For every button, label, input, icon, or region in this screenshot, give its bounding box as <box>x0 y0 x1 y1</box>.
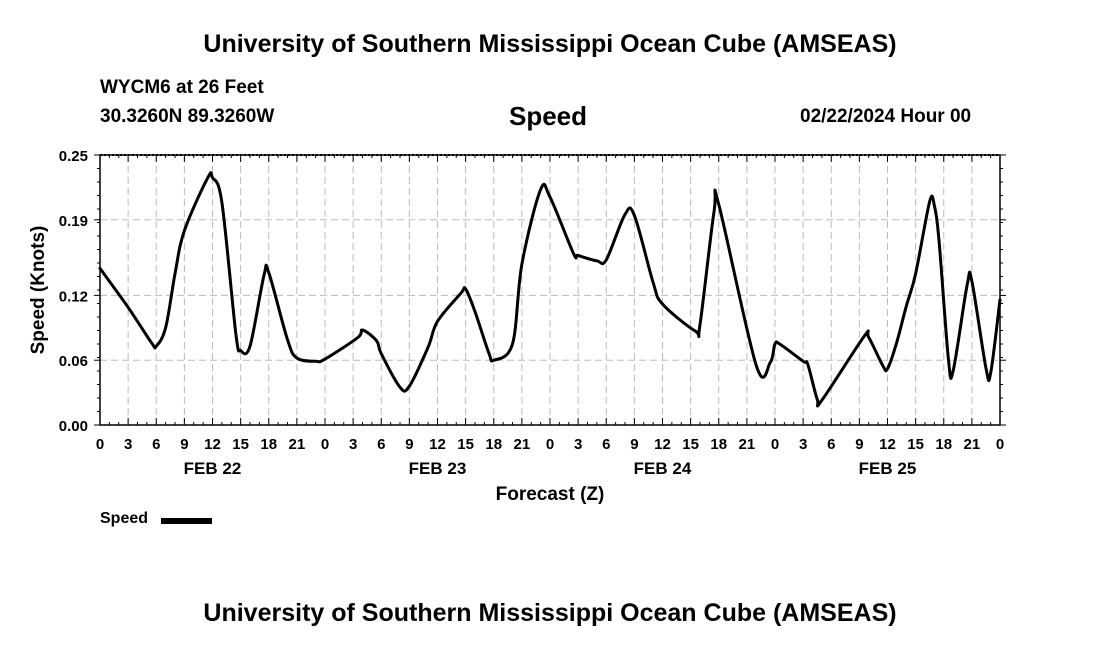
axes: 0 3 6 9 12 15 18 21 0 3 6 9 12 15 18 21 0 3 6 9 12 15 18 21 0 3 6 9… <box>59 148 1006 478</box>
x-tick-label: 15 <box>457 436 474 453</box>
x-tick-label: 15 <box>682 436 699 453</box>
day-label: FEB 25 <box>859 459 917 478</box>
forecast-date: 02/22/2024 Hour 00 <box>800 106 972 127</box>
x-tick-label: 21 <box>964 436 981 453</box>
station-label: WYCM6 at 26 Feet <box>100 77 264 98</box>
x-tick-label: 18 <box>710 436 727 453</box>
x-tick-label: 6 <box>602 436 610 453</box>
x-tick-label: 3 <box>574 436 582 453</box>
series-line-speed <box>98 171 1002 408</box>
x-tick-label: 12 <box>654 436 671 453</box>
x-tick-label: 12 <box>879 436 896 453</box>
x-axis-title: Forecast (Z) <box>496 484 605 505</box>
x-tick-label: 0 <box>96 436 104 453</box>
x-tick-label: 9 <box>405 436 413 453</box>
x-tick-label: 21 <box>289 436 306 453</box>
x-tick-label: 15 <box>232 436 249 453</box>
x-tick-label: 3 <box>124 436 132 453</box>
legend-label: Speed <box>100 510 149 527</box>
y-tick-label: 0.12 <box>59 288 88 305</box>
coordinates-label: 30.3260N 89.3260W <box>100 106 275 127</box>
x-tick-label: 9 <box>630 436 638 453</box>
x-tick-label: 6 <box>377 436 385 453</box>
x-tick-label: 6 <box>152 436 160 453</box>
day-label: FEB 23 <box>409 459 467 478</box>
legend-swatch <box>161 518 212 524</box>
x-tick-label: 0 <box>546 436 554 453</box>
footer-title: University of Southern Mississippi Ocean… <box>203 599 897 627</box>
x-tick-label: 12 <box>204 436 221 453</box>
x-tick-label: 9 <box>180 436 188 453</box>
y-tick-label: 0.00 <box>59 418 88 435</box>
x-tick-label: 3 <box>799 436 807 453</box>
y-axis-title: Speed (Knots) <box>28 226 49 355</box>
x-tick-label: 15 <box>907 436 924 453</box>
y-tick-label: 0.25 <box>59 148 88 165</box>
x-tick-label: 0 <box>771 436 779 453</box>
x-tick-label: 6 <box>827 436 835 453</box>
chart-title: Speed <box>509 101 588 131</box>
day-label: FEB 24 <box>634 459 692 478</box>
x-tick-label: 0 <box>996 436 1004 453</box>
x-tick-label: 0 <box>321 436 329 453</box>
x-tick-label: 18 <box>260 436 277 453</box>
x-tick-label: 9 <box>855 436 863 453</box>
grid-lines <box>100 155 1000 425</box>
speed-chart: 0 3 6 9 12 15 18 21 0 3 6 9 12 15 18 21 0 3 6 9 12 15 18 21 0 3 6 9… <box>28 148 1006 505</box>
day-label: FEB 22 <box>184 459 242 478</box>
x-tick-label: 18 <box>935 436 952 453</box>
x-tick-label: 21 <box>514 436 531 453</box>
page-title: University of Southern Mississippi Ocean… <box>203 30 897 58</box>
x-tick-label: 12 <box>429 436 446 453</box>
x-tick-label: 18 <box>485 436 502 453</box>
y-tick-label: 0.19 <box>59 213 88 230</box>
x-tick-label: 3 <box>349 436 357 453</box>
y-tick-label: 0.06 <box>59 353 88 370</box>
series-layer <box>98 171 1002 408</box>
x-tick-label: 21 <box>739 436 756 453</box>
